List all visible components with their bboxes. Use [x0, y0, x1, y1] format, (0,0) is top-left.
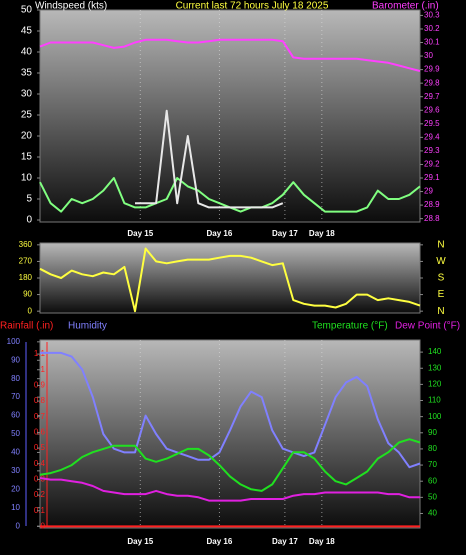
panel-direction	[39, 242, 421, 314]
y-tick-label: 80	[11, 374, 20, 383]
legend-entry: Dew Point (°F)	[395, 321, 460, 332]
legend-entry: Rainfall (.in)	[0, 321, 53, 332]
y2-tick-label: 100	[428, 412, 442, 421]
y-tick-label: 10	[11, 503, 20, 512]
y2-tick-label: 28.8	[424, 214, 440, 223]
y2-tick-label: 30.3	[424, 11, 440, 20]
y2-tick-label: N	[437, 239, 444, 250]
y-tick-label: 50	[21, 5, 33, 16]
y-tick-label: 30	[11, 466, 20, 475]
y2-tick-label: 60	[428, 476, 437, 485]
series-line	[39, 38, 421, 72]
y2-tick-label: 80	[428, 444, 437, 453]
y2-tick-label: 29.1	[424, 173, 440, 182]
series-line	[39, 477, 420, 502]
y2-tick-label: 29.7	[424, 92, 440, 101]
y-tick-label: 25	[21, 110, 33, 121]
y-tick-label: 0	[16, 521, 21, 530]
y3-tick-label: 1	[41, 365, 46, 374]
y2-tick-label: 140	[428, 347, 442, 356]
x-tick-label: Day 17	[272, 537, 298, 546]
y2-tick-label: 28.9	[424, 200, 440, 209]
y-tick-label: 50	[11, 429, 20, 438]
y2-tick-label: 29.2	[424, 160, 440, 169]
x-tick-label: Day 17	[272, 229, 298, 238]
y-tick-label: 360	[19, 240, 33, 249]
series-line	[39, 438, 421, 492]
y2-tick-label: 120	[428, 379, 442, 388]
y2-tick-label: 29.4	[424, 132, 440, 141]
y-tick-label: 40	[11, 448, 20, 457]
y2-tick-label: 29.8	[424, 78, 440, 87]
y2-tick-label: 40	[428, 509, 437, 518]
y-tick-label: 45	[21, 26, 33, 37]
y-tick-label: 180	[19, 273, 33, 282]
x-tick-label: Day 16	[207, 537, 233, 546]
y2-tick-label: 110	[428, 396, 441, 405]
y2-tick-label: 29.5	[424, 119, 440, 128]
y-tick-label: 60	[11, 411, 20, 420]
y2-tick-label: S	[438, 273, 445, 284]
y-tick-label: 0	[28, 306, 33, 315]
y2-tick-label: 130	[428, 363, 442, 372]
y2-tick-label: 29.3	[424, 146, 440, 155]
chart-title: Current last 72 hours July 18 2025	[176, 1, 329, 12]
y2-tick-label: 30.1	[424, 38, 440, 47]
y-tick-label: 35	[21, 68, 33, 79]
y-tick-label: 40	[21, 47, 33, 58]
y2-tick-label: 30.2	[424, 24, 440, 33]
series-line	[39, 247, 421, 313]
y-tick-label: 10	[21, 173, 33, 184]
x-tick-label: Day 16	[207, 229, 233, 238]
y2-tick-label: 50	[428, 492, 437, 501]
y2-tick-label: W	[436, 256, 446, 267]
panel-wind	[39, 9, 421, 223]
x-tick-label: Day 18	[309, 537, 335, 546]
y-tick-label: 15	[21, 152, 33, 163]
y2-tick-label: 29.9	[424, 65, 440, 74]
y-tick-label: 70	[11, 392, 20, 401]
y-axis-label: Windspeed (kts)	[35, 1, 107, 12]
x-tick-label: Day 15	[127, 229, 153, 238]
y-tick-label: 0	[26, 215, 32, 226]
legend-entry: Temperature (°F)	[312, 321, 388, 332]
legend-entry: Humidity	[68, 321, 107, 332]
x-tick-label: Day 15	[127, 537, 153, 546]
series-line	[40, 351, 421, 469]
y-tick-label: 90	[23, 290, 32, 299]
x-tick-label: Day 18	[309, 229, 335, 238]
y2-tick-label: 29.6	[424, 105, 440, 114]
y-tick-label: 90	[11, 355, 20, 364]
y2-tick-label: 90	[428, 428, 437, 437]
y-tick-label: 270	[19, 257, 33, 266]
y2-tick-label: 29	[424, 187, 433, 196]
y-tick-label: 20	[11, 484, 20, 493]
y-tick-label: 5	[26, 194, 32, 205]
y2-axis-label: Barometer (.in)	[372, 1, 439, 12]
y2-tick-label: E	[438, 289, 445, 300]
y-tick-label: 30	[21, 89, 33, 100]
y-tick-label: 20	[21, 131, 33, 142]
y2-tick-label: 30	[424, 51, 433, 60]
y-tick-label: 100	[7, 337, 21, 346]
y2-tick-label: N	[437, 306, 444, 317]
y2-tick-label: 70	[428, 460, 437, 469]
series-line	[135, 109, 284, 209]
